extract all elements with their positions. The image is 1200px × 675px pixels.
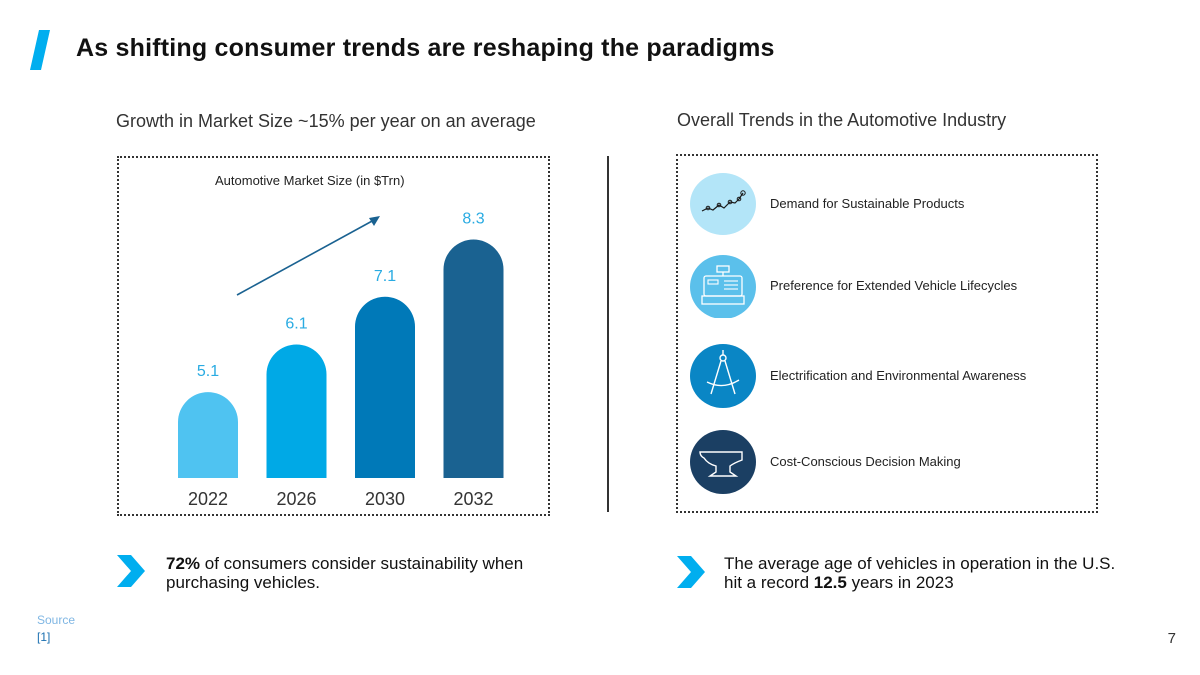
- anvil-icon: [690, 430, 756, 494]
- trend-item-extended-lifecycles: Preference for Extended Vehicle Lifecycl…: [690, 254, 1090, 318]
- market-growth-heading: Growth in Market Size ~15% per year on a…: [116, 111, 536, 131]
- trend-label: Cost-Conscious Decision Making: [770, 454, 961, 469]
- cash-register-icon: [690, 255, 756, 318]
- sustainability-callout: 72% of consumers consider sustainability…: [166, 554, 566, 592]
- compass-icon: [690, 344, 756, 408]
- callout-text-post: years in 2023: [846, 573, 954, 592]
- chart-bar-2032: [443, 239, 504, 478]
- trend-label: Demand for Sustainable Products: [770, 196, 965, 211]
- trends-heading: Overall Trends in the Automotive Industr…: [677, 110, 1007, 130]
- chart-box: [117, 156, 550, 516]
- chart-x-tick-label: 2030: [365, 489, 405, 509]
- callout-text: of consumers consider sustainability whe…: [166, 554, 524, 592]
- chart-x-tick-label: 2032: [453, 489, 493, 509]
- trend-icon-bg: [690, 255, 756, 318]
- chart-x-tick-label: 2022: [188, 489, 228, 509]
- column-divider: [607, 156, 609, 512]
- page-title: As shifting consumer trends are reshapin…: [76, 34, 775, 62]
- chart-value-label: 7.1: [374, 268, 396, 285]
- trend-icon-bg: [690, 430, 756, 494]
- callout-percentage: 72%: [166, 554, 201, 573]
- callout-age-value: 12.5: [813, 573, 847, 592]
- chart-value-label: 5.1: [197, 363, 219, 380]
- source-ref[interactable]: [1]: [37, 630, 51, 644]
- chevron-right-icon: [117, 555, 145, 587]
- chart-x-tick-label: 2026: [276, 489, 316, 509]
- trend-icon-bg: [690, 173, 756, 235]
- trends-box: [676, 154, 1098, 513]
- vehicle-age-callout: The average age of vehicles in operation…: [724, 554, 1134, 592]
- page-number: 7: [1167, 630, 1176, 647]
- trend-label: Electrification and Environmental Awaren…: [770, 368, 1027, 383]
- source-link[interactable]: Source: [37, 613, 76, 627]
- trend-item-cost-conscious: Cost-Conscious Decision Making: [690, 430, 1090, 494]
- title-accent-slash: [30, 30, 50, 70]
- chart-title: Automotive Market Size (in $Trn): [215, 173, 405, 188]
- chart-bar-2030: [355, 296, 415, 478]
- chart-value-label: 8.3: [462, 211, 484, 228]
- trend-arrow: [236, 216, 380, 296]
- chart-bar-2026: [266, 344, 327, 478]
- source-note: Source [1]: [37, 612, 75, 646]
- trend-icon-bg: [690, 344, 756, 408]
- callout-text-pre: The average age of vehicles in operation…: [724, 554, 1116, 592]
- trend-item-sustainable-products: Demand for Sustainable Products: [690, 172, 1090, 236]
- line-graph-icon: [690, 173, 756, 235]
- chart-bar-2022: [178, 392, 239, 478]
- trend-item-electrification: Electrification and Environmental Awaren…: [690, 344, 1090, 408]
- chevron-right-icon: [677, 556, 705, 588]
- trend-label: Preference for Extended Vehicle Lifecycl…: [770, 278, 1018, 293]
- chart-value-label: 6.1: [285, 315, 307, 332]
